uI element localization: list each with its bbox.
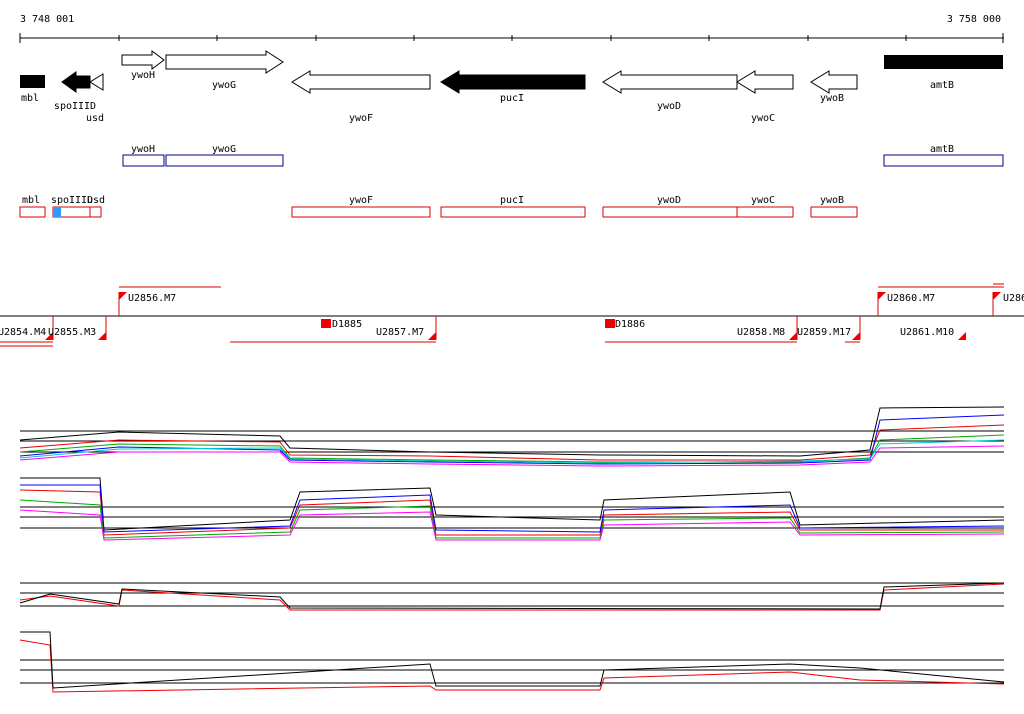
transcript-label: U2854.M4 [0,327,46,338]
annotation-label: mbl [22,195,40,206]
annotation-top [122,154,1004,167]
annotation-label: ywoB [820,195,844,206]
transcript-label: U2859.M17 [797,327,851,338]
transcript-label: D1885 [332,319,362,330]
transcript-label: U2860.M7 [887,293,935,304]
transcript-label: U286 [1003,293,1024,304]
annotation-highlight [53,207,61,217]
expression-traces [19,406,1005,693]
transcript-label: U2857.M7 [376,327,424,338]
panel-lines [20,430,1004,684]
transcript-label: D1886 [615,319,645,330]
gene-label: amtB [930,80,954,91]
ruler-start: 3 748 001 [20,14,74,25]
gene-label: pucI [500,93,524,104]
annotation-label: amtB [930,144,954,155]
annotation-label: ywoC [751,195,775,206]
annotation-label: spoIIID [51,195,93,206]
transcript-label: U2856.M7 [128,293,176,304]
annotation-label: ywoD [657,195,681,206]
gene-label: spoIIID [54,101,96,112]
gene-labels: mbl spoIIID usd ywoH ywoG ywoF pucI ywoD… [21,70,954,124]
gene-label: mbl [21,93,39,104]
ruler-end: 3 758 000 [947,14,1001,25]
transcript-label: U2858.M8 [737,327,785,338]
annotation-label: ywoH [131,144,155,155]
transcript-label: U2855.M3 [48,327,96,338]
gene-label: ywoC [751,113,775,124]
annotation-label: usd [87,195,105,206]
gene-label: usd [86,113,104,124]
annotation-label: pucI [500,195,524,206]
gene-shapes [20,50,1003,94]
transcript-track [0,283,1024,347]
transcript-label: U2861.M10 [900,327,954,338]
gene-label: ywoH [131,70,155,81]
gene-label: ywoG [212,80,236,91]
gene-label: ywoF [349,113,373,124]
annotation-label: ywoF [349,195,373,206]
gene-label: ywoB [820,93,844,104]
annotation-bottom [19,206,858,218]
ruler [19,33,1004,43]
gene-label: ywoD [657,101,681,112]
annotation-label: ywoG [212,144,236,155]
